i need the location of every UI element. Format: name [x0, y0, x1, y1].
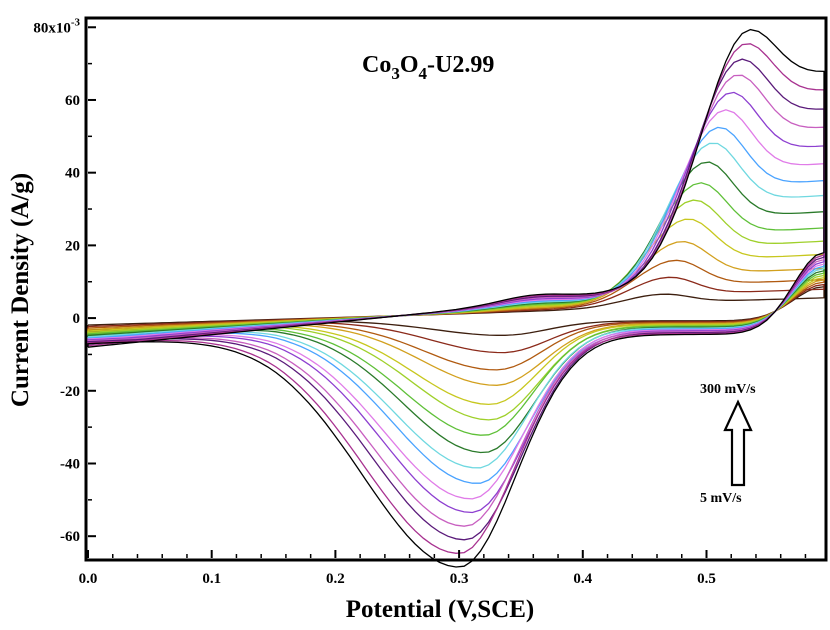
chart-title: Co3O4-U2.99 [362, 52, 494, 83]
y-tick-label: 60 [65, 93, 80, 109]
x-tick-label: 0.0 [79, 571, 98, 587]
y-tick-label: -60 [60, 529, 80, 545]
cv-curve [87, 276, 825, 354]
cv-curve [87, 259, 825, 371]
y-tick-label: 0 [73, 311, 81, 327]
up-arrow-icon [723, 399, 753, 487]
cv-curve [87, 43, 825, 554]
x-tick-label: 0.1 [202, 571, 221, 587]
plot-frame [84, 16, 828, 562]
x-axis-title: Potential (V,SCE) [346, 596, 534, 623]
x-tick-label: 0.2 [326, 571, 345, 587]
x-tick-label: 0.3 [450, 571, 469, 587]
y-tick-label: 40 [65, 166, 80, 182]
cv-curve [87, 91, 825, 514]
y-tick-label: 20 [65, 238, 80, 254]
y-axis-title: Current Density (A/g) [7, 173, 34, 407]
annotation-300mvs: 300 mV/s [700, 382, 756, 397]
y-tick-label: -40 [60, 456, 80, 472]
x-tick-label: 0.4 [573, 571, 592, 587]
y-tick-label: -20 [60, 384, 80, 400]
x-tick-label: 0.5 [697, 571, 716, 587]
cv-curves [87, 28, 825, 568]
annotation-5mvs: 5 mV/s [700, 491, 742, 506]
cv-curve [87, 142, 825, 469]
x-axis-ticks: 0.0 0.1 0.2 0.3 0.4 0.5 [79, 550, 807, 587]
y-tick-label: 80x10-3 [33, 16, 80, 36]
cv-curve [87, 28, 825, 568]
y-axis-ticks: -60 -40 -20 0 20 40 60 80x10-3 [33, 16, 96, 545]
cv-curve [87, 126, 825, 484]
cv-curve [87, 161, 825, 454]
cv-curve [87, 109, 825, 500]
